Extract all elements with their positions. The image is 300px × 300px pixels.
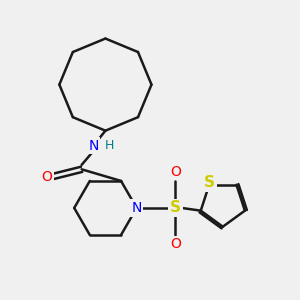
Text: O: O <box>170 165 181 179</box>
Text: O: O <box>41 170 52 184</box>
Text: S: S <box>170 200 181 215</box>
Text: N: N <box>131 201 142 215</box>
Text: S: S <box>204 175 215 190</box>
Text: O: O <box>170 237 181 251</box>
Text: H: H <box>104 139 114 152</box>
Text: N: N <box>88 139 99 152</box>
